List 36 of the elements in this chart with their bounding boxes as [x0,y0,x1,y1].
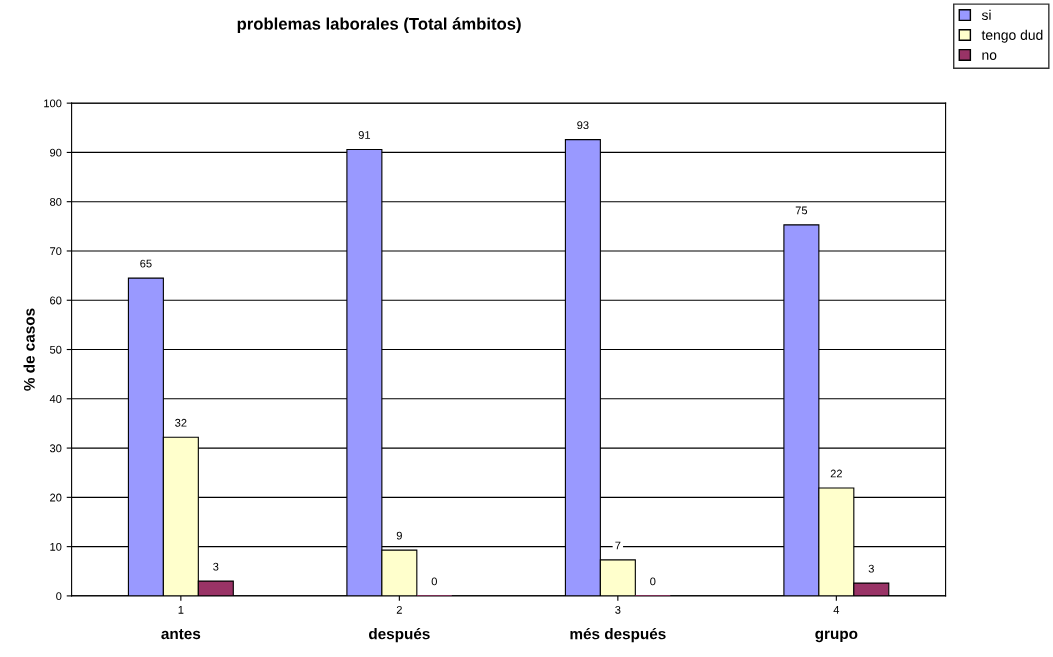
data-label: 3 [868,564,874,573]
data-label: 3 [213,562,219,571]
y-axis-title: % de casos [23,308,35,391]
data-label: 65 [140,259,152,268]
y-tick-label: 60 [50,296,62,305]
text: més después [570,627,666,643]
data-label: 32 [175,418,187,427]
legend-label: no [982,52,997,60]
y-tick-label: 70 [50,247,62,256]
legend-label: si [981,9,991,20]
data-label: 0 [650,577,656,586]
y-tick-label: 50 [49,345,62,354]
data-label: 9 [396,531,402,540]
data-label: 75 [795,206,808,215]
y-tick-label: 10 [50,542,62,551]
chart-title: problemas laborales (Total ámbitos) [237,17,521,34]
data-label: 7 [615,541,621,550]
x-tick-label: 3 [615,605,621,614]
data-label: 22 [830,469,842,478]
y-tick-label: 20 [50,493,62,502]
text: después [368,627,430,643]
legend-label: tengo dud [981,29,1043,43]
y-tick-label: 100 [44,99,62,108]
text: antes [161,629,201,640]
x-tick-label: 2 [396,605,402,614]
data-label: 0 [431,577,437,586]
x-tick-label: 4 [833,606,840,614]
y-tick-label: 40 [49,395,62,403]
y-tick-label: 80 [50,197,62,206]
y-tick-label: 90 [50,148,62,157]
x-tick-label: 1 [178,606,184,614]
y-tick-label: 30 [49,444,62,453]
text: grupo [815,630,858,643]
data-label: 91 [358,131,371,139]
y-tick-label: 0 [56,592,62,601]
data-label: 93 [577,121,589,130]
